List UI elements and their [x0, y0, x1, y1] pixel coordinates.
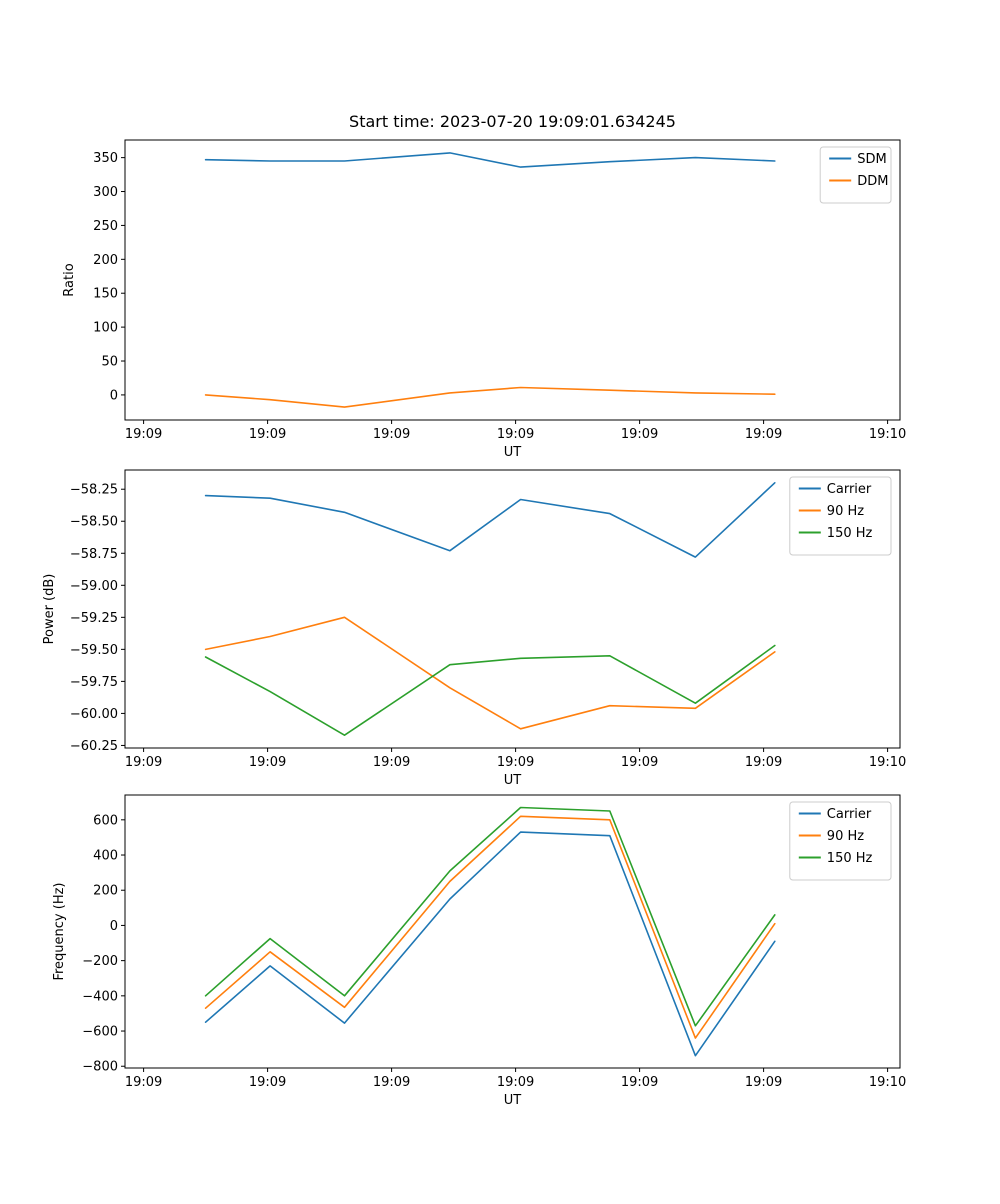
- x-tick-label: 19:09: [621, 755, 658, 770]
- x-tick-label: 19:09: [125, 755, 162, 770]
- y-tick-label: −59.00: [70, 579, 118, 594]
- legend-label: 90 Hz: [827, 504, 864, 519]
- legend-box: [819, 146, 892, 204]
- y-tick-label: 350: [93, 151, 118, 166]
- subplot-1: 19:09 19:09 19:09 19:09 19:09 19:09 19:10 0 50 10…: [62, 139, 906, 460]
- series-line-90-hz: [204, 815, 776, 1039]
- y-axis-label: Frequency (Hz): [52, 882, 67, 980]
- x-tick-label: 19:09: [373, 755, 410, 770]
- y-tick-label: 250: [93, 219, 118, 234]
- y-tick-label: 300: [93, 185, 118, 200]
- y-tick-label: −400: [82, 989, 118, 1004]
- legend: SDM DDM: [819, 146, 892, 204]
- y-tick-label: −59.50: [70, 643, 118, 658]
- series-line-150-hz: [204, 806, 776, 1027]
- subplot-2: 19:09 19:09 19:09 19:09 19:09 19:09 19:10 −60.2…: [42, 469, 906, 788]
- legend-box: [789, 476, 892, 556]
- y-tick-label: −600: [82, 1025, 118, 1040]
- x-tick-label: 19:09: [745, 755, 782, 770]
- x-tick-label: 19:09: [497, 1075, 534, 1090]
- y-tick-label: 400: [93, 849, 118, 864]
- legend-label: 150 Hz: [827, 851, 873, 866]
- y-tick-label: −58.75: [70, 547, 118, 562]
- y-tick-label: 100: [93, 321, 118, 336]
- y-tick-label: −59.25: [70, 611, 118, 626]
- legend: Carrier 90 Hz 150 Hz: [789, 801, 892, 881]
- x-tick-label: 19:09: [497, 755, 534, 770]
- x-tick-label: 19:10: [869, 755, 906, 770]
- x-tick-label: 19:10: [869, 427, 906, 442]
- x-axis-label: UT: [504, 1093, 522, 1108]
- y-tick-label: 0: [110, 388, 118, 403]
- x-tick-label: 19:09: [373, 1075, 410, 1090]
- y-tick-label: −58.25: [70, 483, 118, 498]
- legend-label: DDM: [857, 174, 888, 189]
- y-tick-label: −59.75: [70, 675, 118, 690]
- y-tick-label: −58.50: [70, 515, 118, 530]
- legend-label: SDM: [857, 152, 886, 167]
- x-tick-label: 19:09: [249, 1075, 286, 1090]
- x-tick-label: 19:09: [125, 1075, 162, 1090]
- axes-frame: [124, 139, 901, 421]
- x-tick-label: 19:09: [125, 427, 162, 442]
- x-tick-label: 19:10: [869, 1075, 906, 1090]
- x-tick-label: 19:09: [745, 427, 782, 442]
- y-tick-label: 200: [93, 253, 118, 268]
- y-tick-label: 0: [110, 919, 118, 934]
- y-tick-label: −200: [82, 954, 118, 969]
- x-tick-label: 19:09: [497, 427, 534, 442]
- legend-label: 90 Hz: [827, 829, 864, 844]
- x-tick-label: 19:09: [621, 427, 658, 442]
- legend-label: 150 Hz: [827, 526, 873, 541]
- y-tick-label: −60.00: [70, 707, 118, 722]
- x-axis-label: UT: [504, 773, 522, 788]
- y-axis-label: Power (dB): [42, 574, 57, 645]
- y-tick-label: 600: [93, 813, 118, 828]
- x-tick-label: 19:09: [249, 755, 286, 770]
- y-tick-label: 200: [93, 884, 118, 899]
- series-line-carrier: [204, 481, 776, 558]
- y-tick-label: −800: [82, 1060, 118, 1075]
- axes-frame: [124, 469, 901, 749]
- legend-box: [789, 801, 892, 881]
- y-axis-label: Ratio: [62, 263, 77, 296]
- legend-label: Carrier: [827, 807, 872, 822]
- figure-title: Start time: 2023-07-20 19:09:01.634245: [349, 112, 676, 131]
- series-line-90-hz: [204, 616, 776, 730]
- series-line-ddm: [204, 386, 776, 408]
- x-tick-label: 19:09: [745, 1075, 782, 1090]
- y-tick-label: −60.25: [70, 739, 118, 754]
- x-tick-label: 19:09: [249, 427, 286, 442]
- y-tick-label: 150: [93, 287, 118, 302]
- legend-label: Carrier: [827, 482, 872, 497]
- x-axis-label: UT: [504, 445, 522, 460]
- x-tick-label: 19:09: [373, 427, 410, 442]
- axes-frame: [124, 794, 901, 1069]
- series-line-carrier: [204, 831, 776, 1057]
- legend: Carrier 90 Hz 150 Hz: [789, 476, 892, 556]
- series-line-sdm: [204, 152, 776, 168]
- y-tick-label: 50: [101, 355, 118, 370]
- x-tick-label: 19:09: [621, 1075, 658, 1090]
- series-line-150-hz: [204, 644, 776, 737]
- subplot-3: 19:09 19:09 19:09 19:09 19:09 19:09 19:10 −800 −…: [52, 794, 906, 1108]
